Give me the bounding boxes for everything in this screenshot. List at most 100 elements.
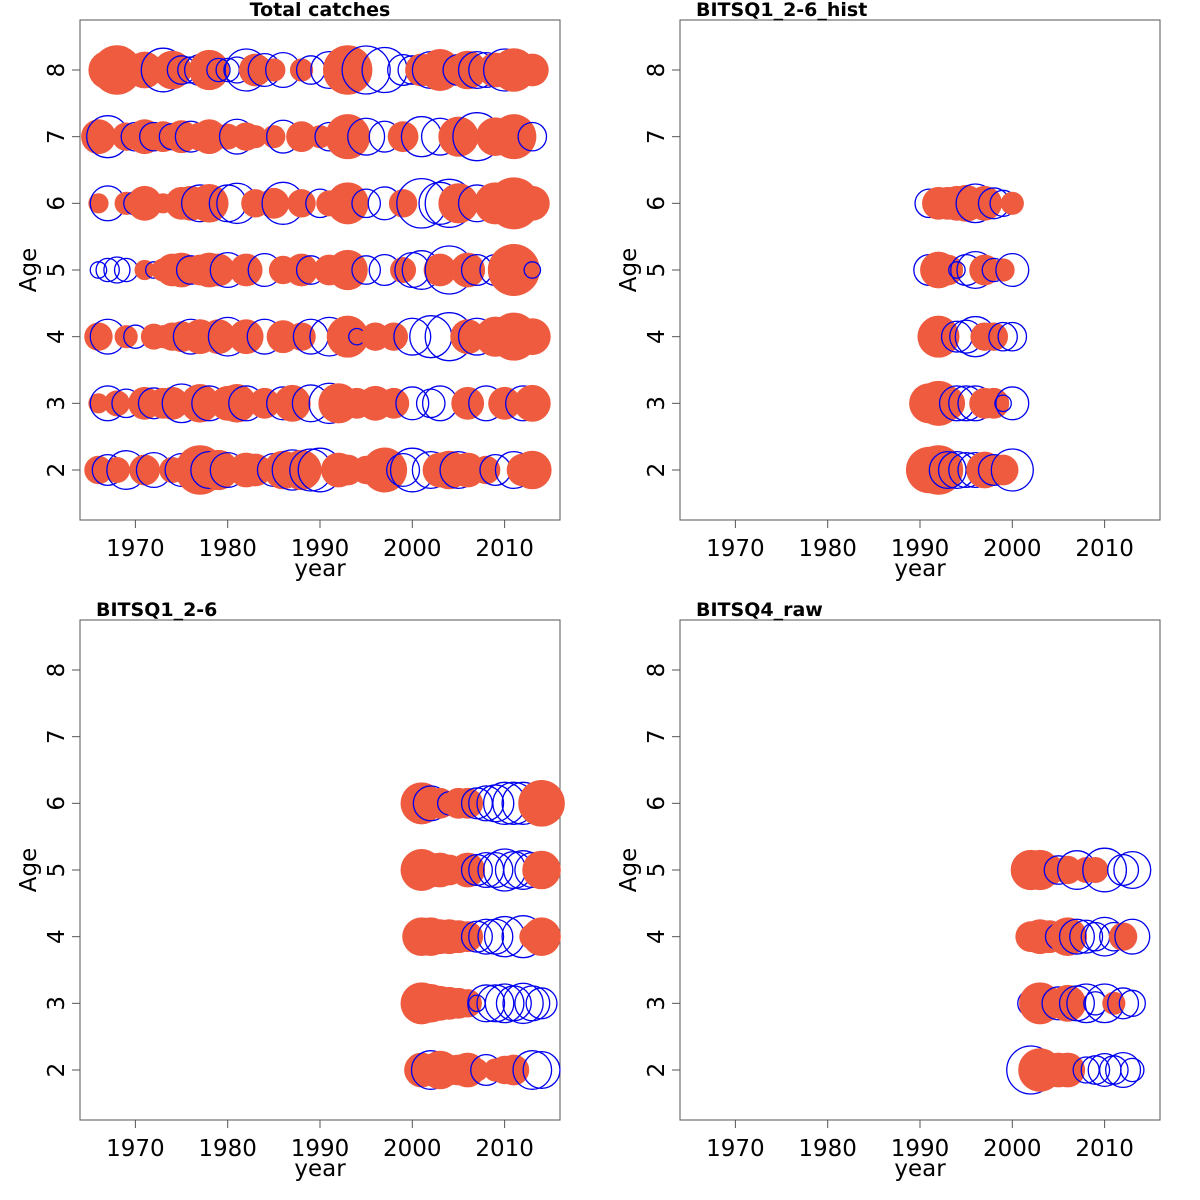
y-tick-label: 6: [644, 196, 670, 211]
bubble-positive: [88, 193, 109, 214]
bubble-positive: [930, 385, 966, 421]
y-tick-label: 2: [44, 463, 70, 478]
bubble-positive: [243, 125, 267, 149]
panel-bitsq1-2-6-hist: BITSQ1_2-6_hist 1970 1980 1990 2000 2010 2 3 4 5 6…: [616, 0, 1161, 582]
bubble-positive: [991, 258, 1015, 282]
y-tick-label: 4: [44, 929, 70, 944]
x-tick-label: 1980: [198, 536, 257, 562]
bubble-positive: [513, 318, 551, 356]
bubble-positive: [419, 49, 461, 91]
x-tick-label: 2000: [983, 1136, 1042, 1162]
bubble-negative: [351, 255, 382, 285]
bubble-positive: [471, 455, 501, 485]
bubble-positive: [322, 45, 373, 95]
bubble-positive: [249, 387, 281, 419]
bubble-positive: [281, 449, 322, 491]
x-tick-label: 1970: [106, 1136, 165, 1162]
bubble-positive: [1053, 855, 1082, 885]
bubble-positive: [513, 384, 551, 422]
bubble-positive: [180, 384, 220, 423]
bubble-negative: [1118, 989, 1146, 1017]
bubble-positive: [286, 121, 317, 153]
y-tick-label: 8: [44, 663, 70, 678]
y-tick-label: 4: [644, 929, 670, 944]
bubble-positive: [388, 189, 418, 218]
y-tick-label: 5: [644, 863, 670, 878]
bubble-positive: [518, 780, 565, 827]
bubble-positive: [1102, 991, 1126, 1015]
y-tick-label: 7: [644, 729, 670, 744]
bubble-positive: [262, 125, 286, 149]
bubble-positive: [448, 50, 487, 90]
bubble-positive: [514, 185, 550, 221]
y-tick-label: 8: [44, 63, 70, 78]
bubble-negative: [995, 386, 1030, 421]
bubble-positive: [134, 259, 155, 281]
x-tick-label: 1990: [291, 536, 350, 562]
bubble-positive: [978, 387, 1010, 419]
bubble-positive: [1049, 984, 1087, 1022]
bubble-negative: [1082, 847, 1128, 893]
bubble-negative: [948, 261, 966, 279]
bubble-negative: [1058, 918, 1095, 955]
bubble-negative: [995, 252, 1030, 288]
bubble-negative: [477, 918, 514, 955]
bubble-series: [905, 183, 1034, 495]
bubble-negative: [113, 257, 139, 283]
bubble-negative: [395, 386, 430, 421]
bubble-positive: [103, 390, 130, 417]
bubble-positive: [327, 249, 368, 291]
y-tick-label: 3: [644, 996, 670, 1011]
bubble-positive: [362, 447, 408, 493]
bubble-positive: [326, 315, 369, 358]
bubble-positive: [452, 787, 484, 819]
x-tick-label: 1970: [706, 1136, 765, 1162]
x-tick-label: 1990: [291, 1136, 350, 1162]
bubble-negative: [206, 57, 231, 83]
bubble-positive: [932, 254, 964, 286]
bubble-negative: [484, 983, 525, 1024]
bubble-negative: [351, 188, 382, 219]
bubble-negative: [1105, 1051, 1142, 1089]
x-tick-label: 1970: [106, 536, 165, 562]
bubble-positive: [450, 252, 486, 288]
bubble-positive: [450, 319, 486, 355]
bubble-negative: [1098, 1055, 1129, 1085]
bubble-positive: [229, 253, 263, 287]
x-axis-label: year: [894, 1156, 946, 1182]
bubble-series: [1006, 847, 1152, 1095]
bubble-positive: [1000, 191, 1024, 215]
bubble-positive: [451, 386, 485, 420]
bubble-positive: [390, 257, 417, 283]
x-tick-label: 2010: [1075, 536, 1134, 562]
plot-frame: [679, 19, 1161, 521]
bubble-negative: [1113, 850, 1152, 890]
panel-total-catches: Total catches 1970 1980 1990 2000 2010 2 3 4 5 6 7 8…: [16, 0, 561, 582]
bubble-positive: [262, 58, 286, 82]
bubble-negative: [103, 256, 131, 284]
y-tick-label: 2: [644, 463, 670, 478]
panel-title: BITSQ1_2-6_hist: [696, 0, 867, 21]
bubble-negative: [467, 984, 506, 1023]
bubble-negative: [928, 450, 967, 490]
x-tick-label: 2010: [475, 536, 534, 562]
bubble-negative: [512, 1050, 553, 1090]
bubble-positive: [979, 322, 1009, 351]
y-tick-label: 6: [644, 796, 670, 811]
bubble-positive: [452, 921, 484, 953]
x-tick-label: 2010: [475, 1136, 534, 1162]
bubble-positive: [289, 58, 314, 82]
bubble-positive: [522, 917, 561, 956]
x-tick-label: 1980: [798, 536, 857, 562]
y-tick-label: 7: [644, 129, 670, 144]
bubble-negative: [523, 261, 542, 279]
x-axis-label: year: [894, 556, 946, 582]
y-tick-label: 7: [44, 729, 70, 744]
bubble-positive: [88, 393, 109, 414]
bubble-negative: [89, 261, 108, 279]
bubble-positive: [378, 387, 410, 419]
y-axis-label: Age: [16, 248, 42, 292]
x-tick-label: 1990: [891, 536, 950, 562]
bubble-positive: [513, 450, 552, 490]
bubble-positive: [308, 125, 332, 149]
